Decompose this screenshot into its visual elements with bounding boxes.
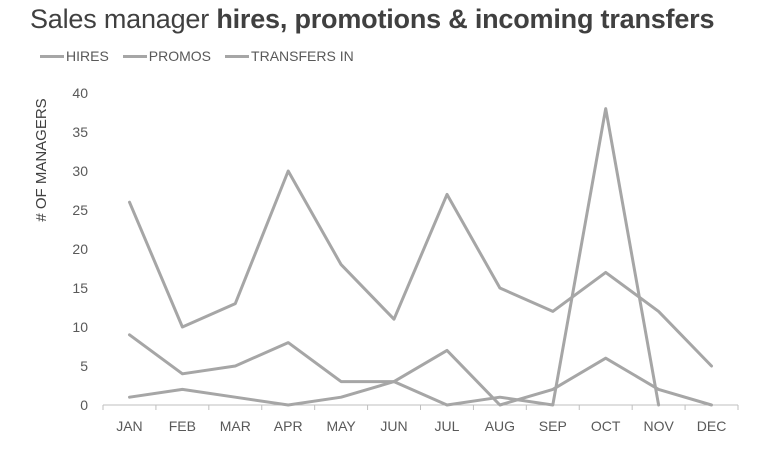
y-tick-label: 40: [72, 85, 88, 101]
legend-swatch-promos: [122, 54, 147, 58]
y-tick-label: 35: [72, 124, 88, 140]
series-layer: [128, 107, 713, 407]
legend-label-promos: PROMOS: [148, 48, 212, 64]
legend-label-hires: HIRES: [66, 48, 109, 64]
legend-swatch-hires: [40, 54, 64, 58]
y-tick-label: 5: [80, 358, 88, 374]
y-tick-label: 20: [72, 241, 88, 257]
x-tick-label: AUG: [485, 418, 515, 434]
y-tick-label: 0: [80, 397, 88, 413]
x-tick-label: JAN: [116, 418, 142, 434]
x-tick-label: JUL: [435, 418, 460, 434]
x-tick-label: MAY: [326, 418, 356, 434]
series-line-transfers-in: [128, 348, 713, 407]
title-bold: hires, promotions & incoming transfers: [216, 4, 715, 34]
x-tick-label: NOV: [643, 418, 674, 434]
chart-legend: HIRES PROMOS TRANSFERS IN: [40, 48, 354, 64]
x-tick-label: JUN: [380, 418, 407, 434]
legend-label-transfers: TRANSFERS IN: [251, 48, 354, 64]
legend-item-transfers: TRANSFERS IN: [225, 48, 354, 64]
x-tick-label: APR: [274, 418, 303, 434]
legend-swatch-transfers: [225, 54, 250, 58]
series-line-promos: [128, 107, 661, 407]
y-tick-label: 30: [72, 163, 88, 179]
chart-title: Sales manager hires, promotions & incomi…: [30, 4, 714, 35]
y-tick-label: 10: [72, 319, 88, 335]
series-line-hires: [128, 169, 713, 368]
x-tick-label: MAR: [220, 418, 251, 434]
legend-item-hires: HIRES: [40, 48, 109, 64]
y-tick-label: 25: [72, 202, 88, 218]
x-tick-label: SEP: [539, 418, 567, 434]
y-tick-label: 15: [72, 280, 88, 296]
x-tick-label: OCT: [591, 418, 621, 434]
y-axis-label: # OF MANAGERS: [33, 98, 50, 221]
title-regular: Sales manager: [30, 4, 217, 34]
axes: JAN FEB MAR APR MAY JUN JUL AUG SEP OCT NOV DEC 0 5 10…: [72, 85, 739, 434]
x-tick-label: DEC: [697, 418, 727, 434]
x-tick-label: FEB: [169, 418, 196, 434]
legend-item-promos: PROMOS: [122, 48, 212, 64]
